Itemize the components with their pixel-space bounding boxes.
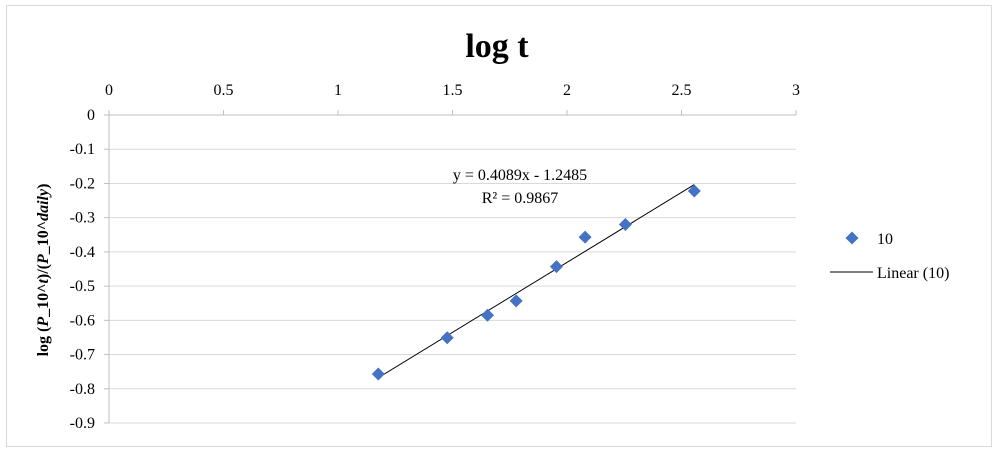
y-tick-label-4: -0.4 <box>70 244 95 261</box>
y-tick-label-7: -0.7 <box>70 347 95 364</box>
y-axis-label-part-1: P <box>35 317 52 328</box>
trendline-r2: R² = 0.9867 <box>482 190 559 207</box>
x-tick-label-4: 2 <box>563 82 571 99</box>
x-tick-label-1: 0.5 <box>214 82 234 99</box>
x-tick-labels: 0 0.5 1 1.5 2 2.5 3 <box>105 82 800 99</box>
y-axis-label-part-7: daily <box>35 188 52 221</box>
axes <box>104 110 797 424</box>
data-points <box>371 184 701 381</box>
y-tick-label-9: -0.9 <box>70 415 95 432</box>
trendline <box>378 184 695 379</box>
data-point-0-0 <box>371 367 385 381</box>
chart-title: log t <box>465 28 529 65</box>
y-axis-label-part-4: )/( <box>35 264 52 279</box>
data-point-0-6 <box>618 218 632 232</box>
y-tick-label-6: -0.6 <box>70 312 95 329</box>
y-axis-label-part-8: ) <box>35 184 52 189</box>
y-axis-label-part-2: _10^ <box>35 284 52 318</box>
y-axis-label-part-0: log ( <box>35 327 52 357</box>
chart-frame <box>6 5 992 447</box>
x-tick-label-3: 1.5 <box>443 82 463 99</box>
data-point-0-2 <box>481 308 495 322</box>
y-tick-label-1: -0.1 <box>70 141 95 158</box>
legend-series-marker <box>845 231 859 245</box>
x-tick-label-5: 2.5 <box>672 82 692 99</box>
data-point-0-3 <box>509 294 523 308</box>
x-tick-label-2: 1 <box>334 82 342 99</box>
y-axis-label-part-6: _10^ <box>35 221 52 255</box>
x-tick-label-6: 3 <box>792 82 800 99</box>
trendline-equation: y = 0.4089x - 1.2485 <box>453 167 587 184</box>
y-tick-label-2: -0.2 <box>70 175 95 192</box>
legend: 10 Linear (10) <box>830 231 949 282</box>
legend-trendline-label: Linear (10) <box>877 265 949 282</box>
data-point-0-1 <box>440 331 454 345</box>
data-point-0-4 <box>549 260 563 274</box>
legend-series-label: 10 <box>877 231 893 248</box>
x-tick-label-0: 0 <box>105 82 113 99</box>
y-tick-label-0: 0 <box>87 107 95 124</box>
y-axis-label: log (P_10^t)/(P_10^daily) <box>35 184 52 357</box>
y-axis-label-part-5: P <box>35 254 52 265</box>
y-tick-labels: 0 -0.1 -0.2 -0.3 -0.4 -0.5 -0.6 -0.7 -0.8 -0.9 <box>70 107 95 432</box>
y-axis-label-part-3: t <box>35 279 52 284</box>
y-tick-label-3: -0.3 <box>70 210 95 227</box>
gridlines <box>109 114 796 424</box>
y-tick-label-5: -0.5 <box>70 278 95 295</box>
data-point-0-5 <box>578 230 592 244</box>
y-tick-label-8: -0.8 <box>70 381 95 398</box>
data-point-0-7 <box>687 184 701 198</box>
trendline-line <box>378 184 695 379</box>
